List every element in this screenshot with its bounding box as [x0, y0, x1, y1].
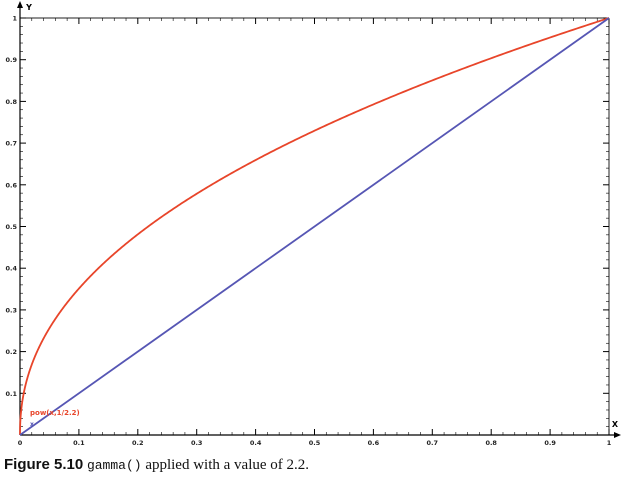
x-tick-label: 0.5	[309, 439, 321, 447]
y-tick-label: 0.2	[5, 348, 17, 356]
y-tick-label: 0.1	[5, 390, 17, 398]
x-tick-label: 0.3	[191, 439, 203, 447]
x-tick-label: 0.2	[132, 439, 144, 447]
y-axis-label: Y	[25, 3, 32, 12]
x-tick-label: 0.7	[427, 439, 439, 447]
gamma-chart: X Y 0 0.1 0.2 0.3 0.4 0.5 0.6 0.7 0.8 0.9 1 0.1 0.2 0.…	[5, 1, 621, 447]
y-tick-label: 0.6	[5, 181, 17, 189]
x-tick-label: 0.1	[73, 439, 85, 447]
x-axis-arrow	[614, 432, 621, 438]
x-tick-label: 0.6	[368, 439, 380, 447]
y-axis-arrow	[17, 1, 23, 8]
figure-number: Figure 5.10	[4, 456, 84, 473]
series-label-pow: pow(x,1/2.2)	[30, 409, 80, 417]
y-tick-label: 0.4	[5, 265, 17, 273]
x-tick-label: 0.9	[544, 439, 556, 447]
caption-code: gamma()	[86, 458, 142, 473]
x-tick-label: 0.8	[485, 439, 497, 447]
series-layer	[19, 17, 610, 436]
y-tick-label: 0.3	[5, 306, 17, 314]
y-tick-label: 0.9	[5, 56, 17, 64]
figure-caption: Figure 5.10 gamma() applied with a value…	[4, 456, 309, 474]
series-labels: pow(x,1/2.2) x	[30, 409, 80, 428]
y-tick-label: 0.8	[5, 98, 17, 106]
series-line-x	[19, 17, 610, 436]
x-axis-label: X	[612, 420, 619, 429]
x-tick-label: 0	[18, 439, 23, 447]
x-tick-label: 0.4	[250, 439, 262, 447]
caption-text: applied with a value of 2.2.	[141, 457, 310, 473]
y-tick-label: 0.7	[5, 140, 17, 148]
y-tick-label: 0.5	[5, 223, 17, 231]
y-tick-label: 1	[12, 15, 17, 23]
series-label-x: x	[30, 421, 34, 428]
x-tick-label: 1	[607, 439, 612, 447]
series-line-pow	[19, 17, 610, 435]
